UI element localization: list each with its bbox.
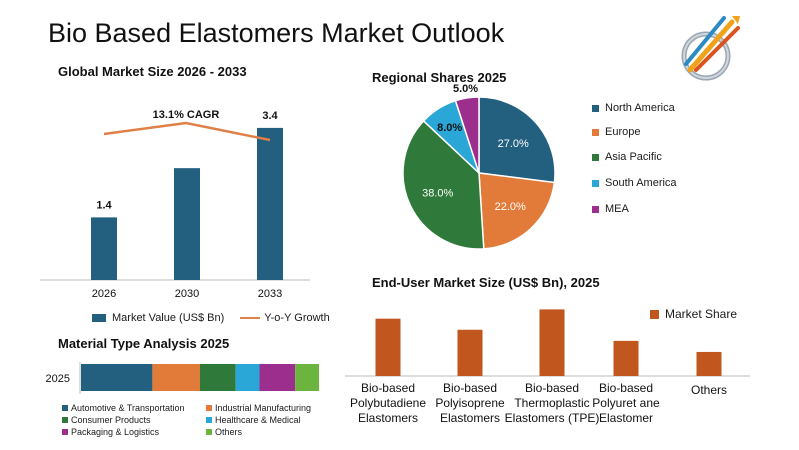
legend-item: South America bbox=[592, 177, 677, 189]
legend-label-growth: Y-o-Y Growth bbox=[264, 312, 330, 324]
x-tick-label: Bio-based bbox=[599, 381, 653, 395]
x-tick-label: Bio-based bbox=[525, 381, 579, 395]
market-share-bar bbox=[613, 340, 639, 376]
legend-label: North America bbox=[605, 102, 675, 114]
pie-value-label: 38.0% bbox=[422, 187, 453, 199]
legend-swatch bbox=[592, 179, 599, 187]
legend-label: Europe bbox=[605, 126, 641, 138]
x-tick-label: Elastomers (TPE) bbox=[505, 411, 600, 425]
material-type-chart: 2025 bbox=[46, 362, 319, 394]
legend-label: Automotive & Transportation bbox=[71, 403, 185, 413]
legend-swatch bbox=[62, 429, 68, 435]
legend-item: Automotive & Transportation bbox=[62, 402, 198, 414]
x-tick-label: Polyisoprene bbox=[435, 396, 505, 410]
legend-item: Healthcare & Medical bbox=[206, 414, 342, 426]
pie-slice bbox=[402, 119, 485, 250]
x-tick-label: Elastomers bbox=[358, 411, 418, 425]
legend-label: Asia Pacific bbox=[605, 151, 662, 163]
x-tick-label: 2033 bbox=[258, 288, 282, 300]
legend-label: Consumer Products bbox=[71, 415, 151, 425]
legend-label: Industrial Manufacturing bbox=[215, 403, 312, 413]
end-user-chart: Bio-basedPolybutadieneElastomersBio-base… bbox=[345, 309, 750, 425]
x-tick-label: Polyuret ane bbox=[592, 396, 660, 410]
legend-label: South America bbox=[605, 177, 677, 189]
legend-item: Others bbox=[206, 426, 342, 438]
material-segment bbox=[259, 364, 296, 391]
legend-label: MEA bbox=[605, 203, 629, 215]
pie-slice bbox=[454, 96, 480, 174]
market-share-bar bbox=[539, 309, 565, 376]
pie-slice bbox=[478, 172, 556, 250]
bar-value-label: 3.4 bbox=[262, 110, 278, 122]
x-tick-label: Elastomers bbox=[440, 411, 500, 425]
market-share-bar bbox=[457, 329, 483, 376]
global-market-chart: 1.4 3.4 13.1% CAGR 2026 2030 2033 bbox=[40, 109, 310, 300]
legend-swatch-market-share bbox=[650, 309, 659, 319]
pie-value-label: 27.0% bbox=[498, 138, 529, 150]
legend-swatch bbox=[206, 417, 212, 423]
legend-item: Consumer Products bbox=[62, 414, 198, 426]
x-tick-label: Bio-based bbox=[361, 381, 415, 395]
legend-swatch-market-value bbox=[92, 314, 106, 322]
legend-item: Packaging & Logistics bbox=[62, 426, 198, 438]
legend-swatch-growth bbox=[240, 317, 261, 319]
global-legend: Market Value (US$ Bn) Y-o-Y Growth bbox=[92, 312, 330, 324]
x-tick-label: Elastomer bbox=[599, 411, 653, 425]
global-chart-title: Global Market Size 2026 - 2033 bbox=[58, 64, 247, 79]
yoy-growth-line bbox=[103, 121, 271, 142]
end-user-legend: Market Share bbox=[650, 307, 737, 321]
bar-value-label: 1.4 bbox=[96, 199, 112, 211]
market-value-bar bbox=[91, 217, 117, 280]
legend-label: Others bbox=[215, 427, 243, 437]
x-tick-label: Thermoplastic bbox=[514, 396, 589, 410]
legend-item: MEA bbox=[592, 203, 629, 215]
market-value-bar bbox=[257, 127, 283, 280]
material-segment bbox=[81, 364, 153, 391]
legend-swatch bbox=[206, 429, 212, 435]
legend-swatch bbox=[592, 205, 599, 213]
cagr-annotation: 13.1% CAGR bbox=[153, 109, 220, 121]
end-user-chart-title: End-User Market Size (US$ Bn), 2025 bbox=[372, 275, 600, 290]
legend-item: North America bbox=[592, 102, 675, 114]
pie-value-label: 22.0% bbox=[495, 201, 526, 213]
material-segment bbox=[200, 364, 236, 391]
legend-item: Industrial Manufacturing bbox=[206, 402, 342, 414]
legend-swatch bbox=[206, 405, 212, 411]
x-tick-label: Polybutadiene bbox=[350, 396, 426, 410]
legend-swatch bbox=[592, 104, 599, 112]
legend-item: Europe bbox=[592, 126, 640, 138]
page-title: Bio Based Elastomers Market Outlook bbox=[48, 18, 505, 48]
pie-value-label: 5.0% bbox=[453, 84, 478, 95]
x-tick-label: 2030 bbox=[175, 288, 199, 300]
market-value-bar bbox=[174, 168, 200, 280]
regional-chart-title: Regional Shares 2025 bbox=[372, 70, 507, 85]
legend-swatch bbox=[62, 405, 68, 411]
legend-swatch bbox=[592, 153, 599, 161]
pie-slice bbox=[478, 96, 556, 184]
x-tick-label: Bio-based bbox=[443, 381, 497, 395]
material-segment bbox=[152, 364, 200, 391]
regional-pie-chart: 27.0% 22.0% 38.0% 8.0% 5.0% bbox=[402, 84, 556, 250]
x-tick-label: Others bbox=[691, 383, 727, 397]
material-legend: Automotive & Transportation Industrial Ma… bbox=[62, 402, 342, 438]
material-segment bbox=[295, 364, 319, 391]
material-chart-title: Material Type Analysis 2025 bbox=[58, 336, 230, 351]
market-share-bar bbox=[375, 318, 401, 376]
y-tick-label: 2025 bbox=[46, 373, 70, 385]
legend-swatch bbox=[62, 417, 68, 423]
legend-label: Packaging & Logistics bbox=[71, 427, 160, 437]
material-segment bbox=[235, 364, 260, 391]
market-share-bar bbox=[696, 351, 722, 376]
legend-item: Asia Pacific bbox=[592, 151, 662, 163]
legend-label-market-value: Market Value (US$ Bn) bbox=[112, 312, 225, 324]
legend-swatch bbox=[592, 128, 599, 136]
legend-label-market-share: Market Share bbox=[665, 307, 738, 321]
x-tick-label: 2026 bbox=[92, 288, 116, 300]
legend-label: Healthcare & Medical bbox=[215, 415, 301, 425]
company-logo bbox=[681, 16, 740, 81]
pie-value-label: 8.0% bbox=[437, 122, 462, 134]
